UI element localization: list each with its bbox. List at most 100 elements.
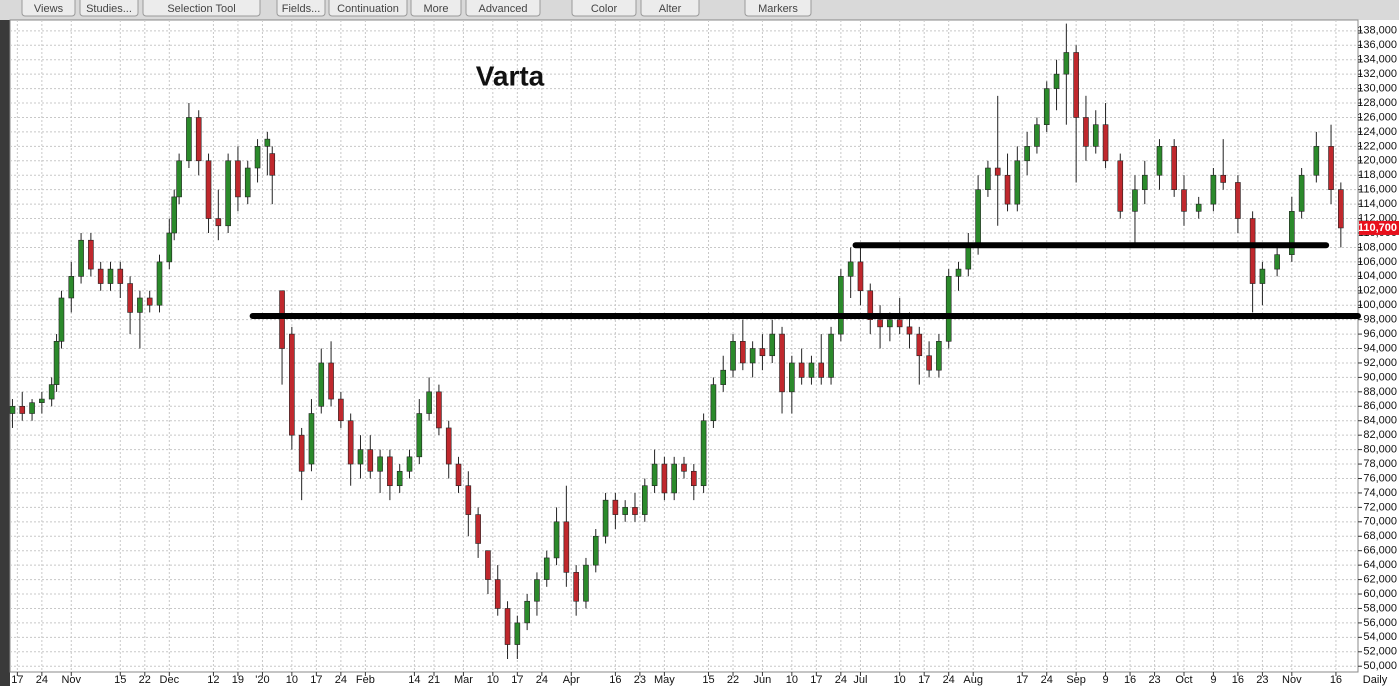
x-tick-label: 17 xyxy=(918,674,930,686)
candle-body xyxy=(730,341,736,371)
candle-body xyxy=(308,413,315,465)
candle-body xyxy=(759,348,766,357)
toolbar-button[interactable] xyxy=(640,0,700,17)
candle-body xyxy=(1141,174,1148,190)
y-tick-label: 78,000 xyxy=(1363,458,1397,470)
candle-body xyxy=(661,463,668,494)
candle-body xyxy=(1249,218,1256,284)
candle-body xyxy=(632,507,638,515)
candle-body xyxy=(602,499,609,537)
x-tick-label: 16 xyxy=(1330,674,1342,686)
toolbar-button[interactable] xyxy=(571,0,637,17)
toolbar-button[interactable] xyxy=(465,0,541,17)
x-tick-label: Oct xyxy=(1175,674,1192,686)
y-tick-label: 74,000 xyxy=(1363,487,1397,499)
candle-body xyxy=(494,579,501,609)
candle-body xyxy=(681,463,687,472)
y-tick-label: 92,000 xyxy=(1363,357,1397,369)
y-tick-label: 132,000 xyxy=(1357,68,1397,80)
y-tick-label: 136,000 xyxy=(1357,39,1397,51)
candle-body xyxy=(896,319,903,328)
candle-body xyxy=(289,333,295,436)
y-tick-label: 102,000 xyxy=(1357,285,1397,297)
period-label: Daily xyxy=(1363,674,1388,686)
candle-body xyxy=(127,283,133,313)
candle-body xyxy=(691,470,697,487)
toolbar-button[interactable] xyxy=(328,0,408,17)
candle-body xyxy=(205,160,212,219)
y-tick-label: 134,000 xyxy=(1357,54,1397,66)
x-tick-label: Jul xyxy=(853,674,867,686)
x-tick-label: 17 xyxy=(511,674,523,686)
candle-body xyxy=(583,564,589,602)
candle-body xyxy=(926,355,932,371)
candle-body xyxy=(1328,146,1334,190)
toolbar-button[interactable] xyxy=(79,0,139,17)
toolbar-button[interactable] xyxy=(744,0,812,17)
y-tick-label: 130,000 xyxy=(1357,82,1397,94)
x-tick-label: Aug xyxy=(963,674,983,686)
y-tick-label: 52,000 xyxy=(1363,646,1397,658)
x-tick-label: 15 xyxy=(114,674,126,686)
candle-body xyxy=(1102,124,1109,162)
candle-body xyxy=(1053,73,1060,89)
y-tick-label: 72,000 xyxy=(1363,501,1397,513)
candle-body xyxy=(1063,52,1070,75)
toolbar-button[interactable] xyxy=(142,0,261,17)
candle-body xyxy=(847,261,854,277)
toolbar-button[interactable] xyxy=(410,0,462,17)
candle-body xyxy=(955,268,962,277)
candle-body xyxy=(612,499,619,515)
candle-body xyxy=(107,268,114,284)
y-tick-label: 138,000 xyxy=(1357,25,1397,37)
y-tick-label: 68,000 xyxy=(1363,530,1397,542)
candle-body xyxy=(357,449,364,465)
candle-body xyxy=(225,160,231,227)
toolbar-button-label: Views xyxy=(34,3,64,15)
candle-body xyxy=(1073,52,1079,118)
candle-body xyxy=(328,362,334,400)
y-tick-label: 118,000 xyxy=(1358,169,1397,181)
x-tick-label: 23 xyxy=(634,674,646,686)
candle-body xyxy=(916,333,923,357)
candle-body xyxy=(1235,182,1241,219)
candle-body xyxy=(426,391,432,414)
toolbar-button[interactable] xyxy=(21,0,76,17)
y-tick-label: 94,000 xyxy=(1363,342,1397,354)
x-tick-label: 10 xyxy=(894,674,906,686)
x-tick-label: May xyxy=(654,674,675,686)
x-tick-label: 24 xyxy=(335,674,347,686)
toolbar-button-label: Color xyxy=(591,3,618,15)
toolbar-button-label: Selection Tool xyxy=(167,3,235,15)
candle-body xyxy=(254,146,261,169)
left-panel-edge xyxy=(0,20,10,686)
candle-body xyxy=(808,362,815,378)
candle-body xyxy=(867,290,874,320)
axes: 50,000 52,000 54,000 56,000 58,000 60,000 62,0… xyxy=(11,25,1399,686)
toolbar-buttons: Views Studies... Selection Tool Fields... Co… xyxy=(21,0,812,17)
y-tick-label: 82,000 xyxy=(1363,429,1397,441)
candle-body xyxy=(485,550,491,580)
candle-body xyxy=(29,402,35,414)
y-tick-label: 114,000 xyxy=(1358,198,1397,210)
candle-body xyxy=(975,189,981,248)
x-tick-label: 17 xyxy=(11,674,23,686)
candle-body xyxy=(838,276,844,335)
candle-body xyxy=(19,405,26,414)
y-tick-label: 60,000 xyxy=(1363,588,1397,600)
candle-body xyxy=(48,384,55,400)
candles xyxy=(9,23,1361,660)
candle-body xyxy=(965,247,972,270)
y-tick-label: 122,000 xyxy=(1357,140,1397,152)
x-tick-label: 17 xyxy=(1016,674,1028,686)
candle-body xyxy=(137,297,143,313)
y-tick-label: 128,000 xyxy=(1357,97,1397,109)
x-tick-label: 23 xyxy=(1256,674,1268,686)
candle-body xyxy=(269,153,276,176)
candle-body xyxy=(671,463,677,494)
candle-body xyxy=(166,232,173,263)
x-tick-label: Jun xyxy=(754,674,772,686)
candle-body xyxy=(1156,146,1163,176)
toolbar-button[interactable] xyxy=(276,0,326,17)
